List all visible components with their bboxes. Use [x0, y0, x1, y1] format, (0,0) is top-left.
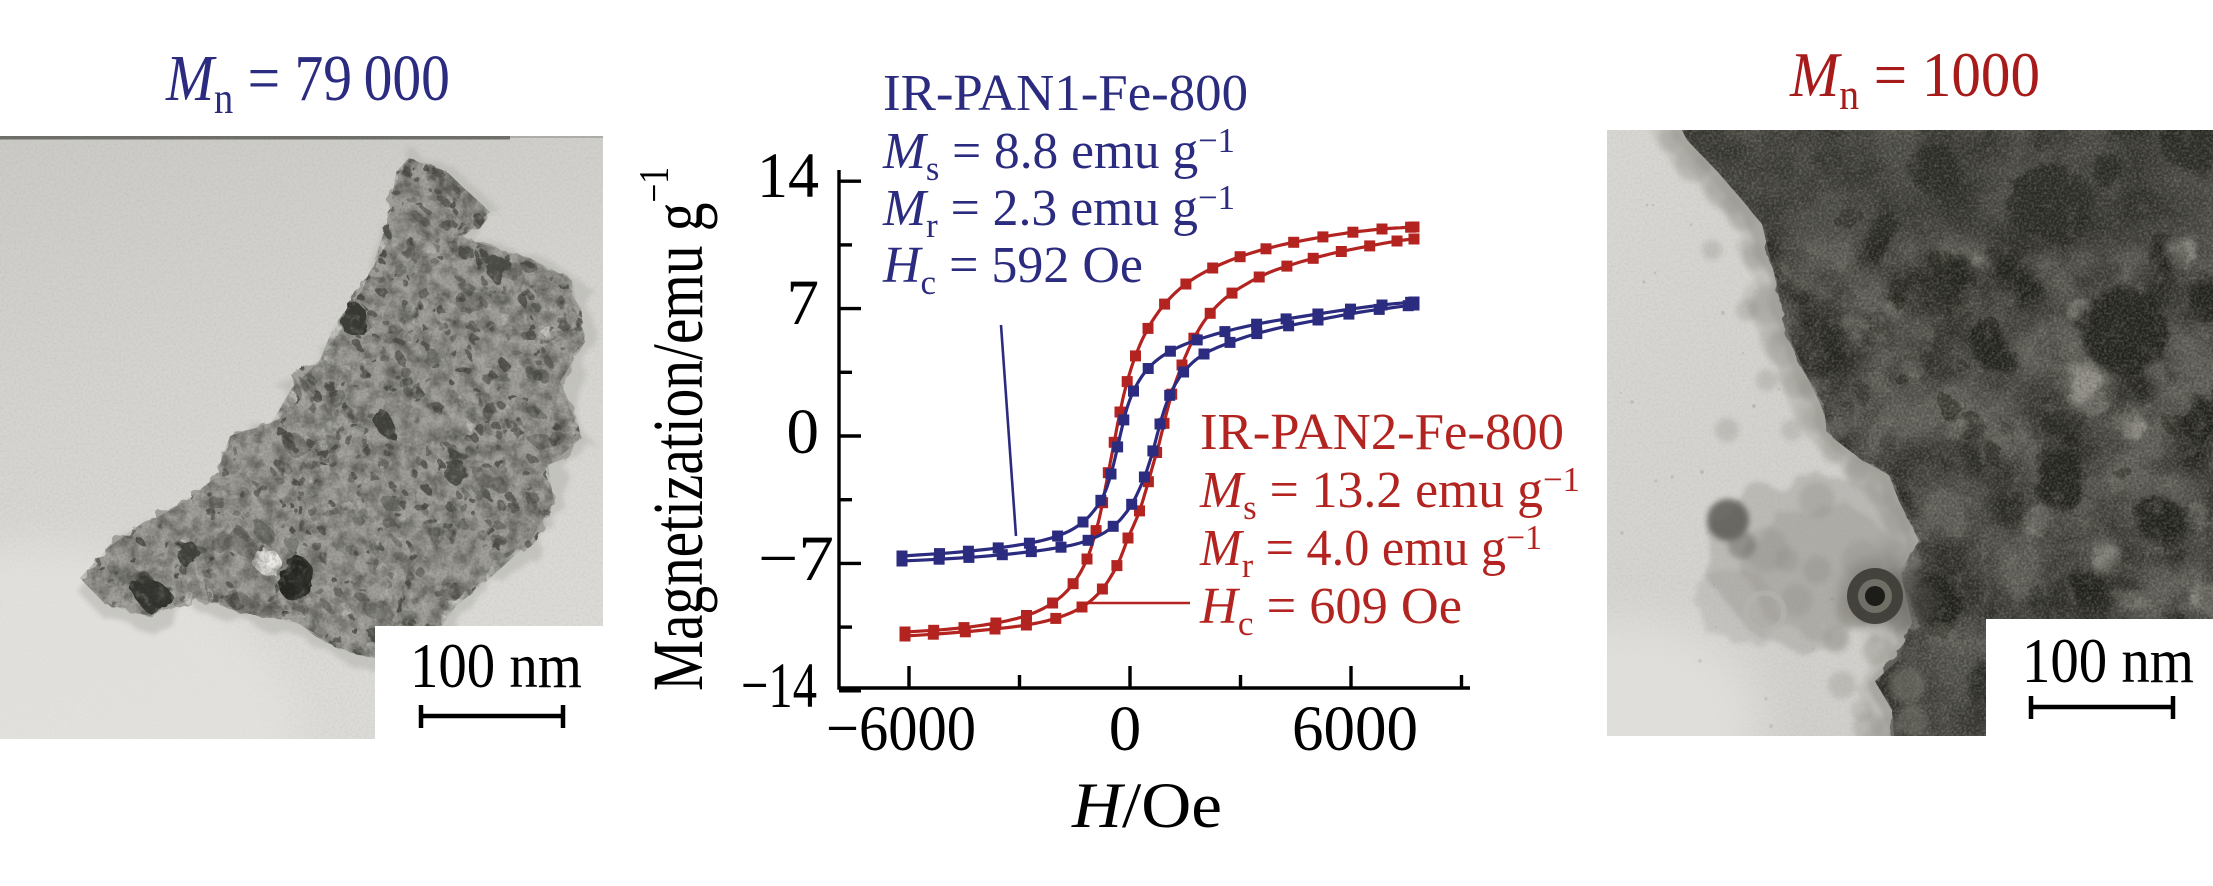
svg-text:Mn = 1000: Mn = 1000 — [1789, 39, 2040, 119]
svg-text:IR-PAN1-Fe-800: IR-PAN1-Fe-800 — [883, 65, 1248, 122]
svg-text:7: 7 — [787, 267, 820, 339]
svg-text:Ms = 13.2 emu g−1: Ms = 13.2 emu g−1 — [1199, 460, 1580, 527]
svg-text:Magnetization/emu g−1: Magnetization/emu g−1 — [632, 167, 718, 691]
svg-text:−7: −7 — [758, 523, 834, 595]
svg-text:Hc = 592 Oe: Hc = 592 Oe — [882, 237, 1143, 302]
svg-text:−14: −14 — [741, 650, 817, 722]
svg-text:14: 14 — [757, 140, 819, 212]
svg-text:H/Oe: H/Oe — [1071, 770, 1222, 842]
svg-text:IR-PAN2-Fe-800: IR-PAN2-Fe-800 — [1200, 404, 1564, 461]
svg-text:0: 0 — [787, 396, 820, 468]
svg-text:0: 0 — [1109, 693, 1142, 765]
svg-text:100 nm: 100 nm — [410, 631, 582, 701]
svg-text:100 nm: 100 nm — [2022, 626, 2194, 696]
svg-text:Mr = 2.3 emu g−1: Mr = 2.3 emu g−1 — [882, 178, 1235, 245]
svg-text:Ms = 8.8 emu g−1: Ms = 8.8 emu g−1 — [882, 121, 1235, 188]
svg-text:Mr = 4.0 emu g−1: Mr = 4.0 emu g−1 — [1199, 518, 1542, 585]
svg-text:6000: 6000 — [1292, 693, 1418, 765]
svg-text:Hc = 609 Oe: Hc = 609 Oe — [1199, 578, 1462, 643]
svg-text:Mn = 79 000: Mn = 79 000 — [165, 42, 450, 123]
svg-text:−6000: −6000 — [826, 693, 976, 765]
